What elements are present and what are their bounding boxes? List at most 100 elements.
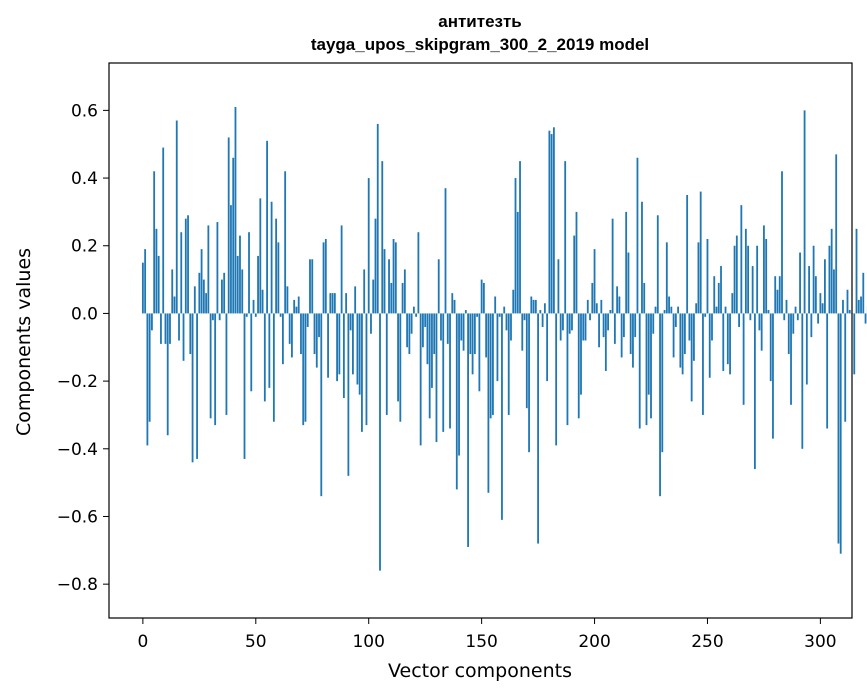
- bar: [263, 313, 266, 402]
- x-tick-label: 150: [465, 632, 497, 652]
- bar: [740, 205, 743, 314]
- bar: [236, 255, 239, 314]
- bar: [505, 313, 508, 331]
- x-tick-label: 100: [352, 632, 384, 652]
- bar: [232, 157, 235, 314]
- bar: [383, 249, 386, 314]
- bar: [819, 293, 822, 314]
- bar: [708, 313, 711, 378]
- bar: [173, 296, 176, 314]
- bar: [677, 306, 680, 314]
- bar: [514, 178, 517, 314]
- bar: [216, 222, 219, 314]
- bar: [356, 313, 359, 385]
- bar: [277, 242, 280, 314]
- bar: [144, 249, 147, 314]
- bar: [824, 259, 826, 314]
- bar: [243, 313, 246, 459]
- bar: [272, 313, 275, 422]
- bar: [476, 313, 479, 317]
- bar: [726, 313, 729, 365]
- bar: [747, 245, 750, 314]
- bar: [489, 313, 492, 419]
- bar: [751, 266, 754, 314]
- bar: [376, 123, 379, 314]
- bar: [573, 235, 576, 314]
- bar: [417, 232, 420, 314]
- y-tick-label: −0.2: [57, 372, 98, 392]
- bar: [460, 313, 463, 341]
- bar: [309, 259, 311, 314]
- bar: [401, 282, 404, 314]
- bar: [562, 313, 564, 331]
- bar: [211, 313, 214, 321]
- bar: [729, 313, 731, 375]
- bar: [652, 313, 655, 334]
- bar: [753, 313, 756, 470]
- bar: [785, 299, 788, 314]
- bar: [835, 154, 838, 314]
- bar: [151, 313, 153, 331]
- bar: [485, 313, 488, 358]
- bar: [318, 313, 320, 338]
- bar: [613, 313, 616, 344]
- bar: [250, 313, 253, 392]
- bar: [688, 313, 691, 341]
- y-axis-label: Components values: [13, 248, 35, 436]
- bar: [209, 313, 212, 419]
- bar: [478, 313, 481, 392]
- bar: [153, 171, 156, 314]
- bar: [184, 218, 187, 314]
- bar: [611, 218, 614, 314]
- bar: [697, 242, 700, 314]
- bar: [496, 313, 499, 382]
- bar: [166, 313, 169, 436]
- bar: [315, 313, 318, 368]
- bar: [392, 238, 395, 314]
- bar: [516, 211, 519, 314]
- bar: [370, 313, 372, 334]
- bar: [164, 313, 167, 344]
- bar: [279, 313, 282, 317]
- bar: [171, 269, 174, 314]
- bar: [659, 313, 661, 497]
- bar: [205, 293, 208, 314]
- bar: [281, 313, 284, 365]
- bar: [846, 289, 849, 314]
- bar: [564, 161, 567, 314]
- bar: [620, 313, 623, 358]
- bar: [270, 201, 273, 314]
- bar: [254, 313, 257, 317]
- bar: [426, 313, 429, 365]
- bar: [783, 313, 786, 321]
- bar: [498, 313, 501, 317]
- bar: [864, 313, 867, 324]
- bar: [266, 140, 268, 314]
- bar: [665, 242, 668, 314]
- bar: [444, 188, 447, 314]
- bar: [146, 313, 149, 446]
- bar: [584, 313, 587, 341]
- bar: [252, 299, 255, 314]
- bar: [699, 191, 702, 314]
- bar: [817, 313, 820, 324]
- bar: [679, 313, 682, 368]
- bar: [636, 157, 639, 314]
- bar: [187, 215, 189, 314]
- bar: [805, 313, 808, 385]
- bar: [230, 205, 232, 314]
- bar: [833, 269, 835, 314]
- bar: [223, 272, 226, 314]
- bar: [711, 313, 713, 341]
- bar: [207, 225, 210, 314]
- bar: [607, 313, 609, 331]
- y-tick-label: 0.2: [71, 237, 98, 257]
- bar: [767, 310, 770, 314]
- bar: [482, 282, 485, 314]
- bar: [379, 313, 381, 571]
- bar: [702, 313, 704, 415]
- bar: [372, 279, 375, 314]
- bar: [839, 313, 842, 554]
- bar: [349, 313, 352, 331]
- bar: [733, 245, 736, 314]
